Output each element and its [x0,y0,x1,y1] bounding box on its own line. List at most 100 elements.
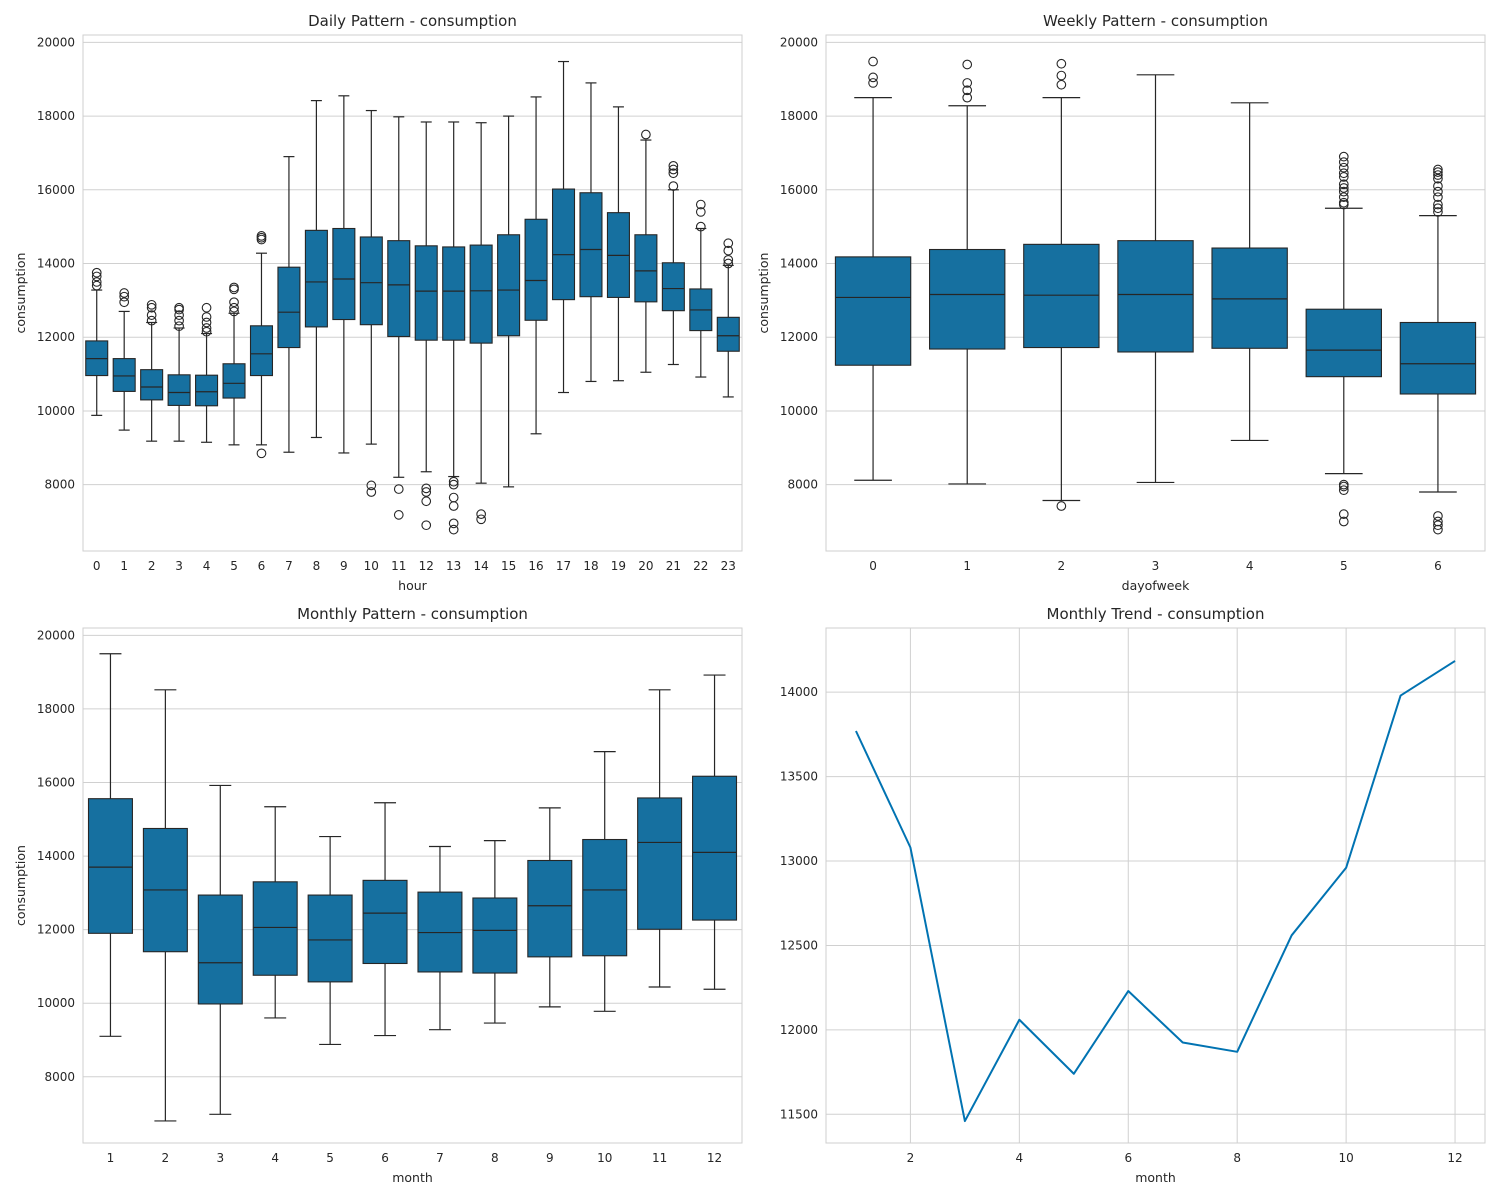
y-tick-label: 12000 [37,330,75,344]
box-1 [87,653,133,1037]
outlier-point [962,59,973,70]
outlier-point [201,317,212,328]
box-body [222,363,246,399]
box-5 [1305,151,1382,527]
box-5 [222,282,246,446]
outlier-point [448,518,459,529]
box-3 [167,302,191,442]
outlier-point [668,181,679,191]
y-tick-label: 13500 [780,770,818,784]
box-23 [716,238,740,398]
outlier-point [868,78,878,88]
x-tick-label: 9 [546,1151,554,1165]
box-16 [524,96,548,435]
outlier-point [448,476,459,487]
box-9 [527,807,573,1008]
box-body [551,188,576,301]
outlier-point [1433,192,1443,203]
x-tick-label: 10 [597,1151,612,1165]
x-tick-label: 7 [285,559,293,573]
outlier-point [1433,186,1443,197]
box-body [637,797,683,930]
x-tick-label: 1 [120,559,128,573]
box-22 [689,199,713,378]
y-tick-label: 20000 [37,35,75,49]
outlier-point [868,72,878,83]
x-tick-label: 12 [1447,1151,1462,1165]
outlier-point [1056,501,1067,511]
x-tick-label: 17 [556,559,571,573]
box-body [197,894,243,1005]
box-12 [414,121,438,531]
outlier-point [723,245,734,256]
outlier-point [1338,183,1349,193]
outlier-point [229,306,239,317]
x-tick-label: 10 [1338,1151,1353,1165]
outlier-point [393,510,404,520]
x-tick-label: 18 [583,559,598,573]
outlier-point [1338,172,1349,182]
outlier-point [962,92,973,103]
x-tick-label: 3 [175,559,183,573]
box-body [524,218,548,321]
x-axis-label: month [1135,1170,1176,1185]
outlier-point [1338,197,1349,208]
outlier-point [1338,479,1349,490]
outlier-point [448,479,459,490]
box-4 [1211,102,1288,442]
outlier-point [695,199,706,210]
x-tick-label: 20 [638,559,653,573]
outlier-point [448,524,459,535]
box-body [469,244,493,344]
x-tick-label: 7 [436,1151,444,1165]
y-tick-label: 8000 [44,478,75,492]
outlier-point [91,277,102,287]
y-tick-label: 16000 [780,183,818,197]
box-body [359,236,383,326]
box-1 [929,59,1006,485]
outlier-point [366,480,377,491]
outlier-point [962,78,973,88]
outlier-point [1433,203,1443,214]
outlier-point [1338,157,1349,168]
box-0 [834,56,912,481]
outlier-point [1056,70,1067,81]
x-tick-label: 23 [721,559,736,573]
box-2 [1023,58,1100,511]
x-tick-label: 9 [340,559,348,573]
y-tick-label: 16000 [37,183,75,197]
box-13 [442,121,466,535]
outlier-point [146,302,157,313]
box-body [582,838,628,957]
y-tick-label: 10000 [780,404,818,418]
y-tick-label: 12000 [780,1023,818,1037]
x-tick-label: 15 [501,559,516,573]
outlier-point [256,448,267,459]
outlier-point [1433,516,1443,527]
y-tick-label: 13000 [780,854,818,868]
outlier-point [1338,179,1349,190]
box-7 [417,845,463,1031]
x-tick-label: 8 [1233,1151,1241,1165]
outlier-point [1433,520,1443,531]
outlier-point [448,492,459,503]
x-tick-label: 11 [391,559,406,573]
outlier-point [1433,170,1443,180]
outlier-point [174,310,184,320]
box-body [1117,240,1194,353]
box-6 [362,802,408,1037]
outlier-point [641,129,651,140]
outlier-point [393,484,404,494]
box-8 [304,100,328,439]
y-tick-label: 18000 [780,109,818,123]
x-tick-label: 2 [148,559,156,573]
x-tick-label: 21 [666,559,681,573]
box-14 [469,122,493,525]
y-axis-label: consumption [756,253,771,334]
x-tick-label: 2 [907,1151,915,1165]
box-body [167,374,191,406]
x-tick-label: 1 [107,1151,115,1165]
box-4 [195,302,219,443]
box-body [1399,321,1477,395]
